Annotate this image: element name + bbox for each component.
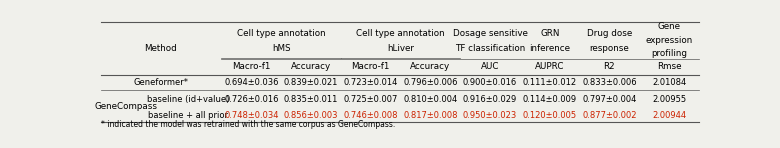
Text: 0.916±0.029: 0.916±0.029 <box>463 95 517 104</box>
Text: Accuracy: Accuracy <box>410 62 450 71</box>
Text: 0.810±0.004: 0.810±0.004 <box>403 95 458 104</box>
Text: 0.797±0.004: 0.797±0.004 <box>582 95 636 104</box>
Text: Geneformer*: Geneformer* <box>133 78 189 87</box>
Text: 0.114±0.009: 0.114±0.009 <box>523 95 576 104</box>
Text: 0.877±0.002: 0.877±0.002 <box>582 111 636 120</box>
Text: Cell type annotation: Cell type annotation <box>237 29 325 38</box>
Text: Macro-f1: Macro-f1 <box>352 62 390 71</box>
Text: inference: inference <box>530 44 570 53</box>
Text: Rmse: Rmse <box>657 62 682 71</box>
Text: 0.900±0.016: 0.900±0.016 <box>463 78 517 87</box>
Text: response: response <box>590 44 629 53</box>
Text: Cell type annotation: Cell type annotation <box>356 29 445 38</box>
Text: 0.839±0.021: 0.839±0.021 <box>284 78 339 87</box>
Text: Accuracy: Accuracy <box>291 62 331 71</box>
Text: 0.726±0.016: 0.726±0.016 <box>224 95 278 104</box>
Text: 2.00955: 2.00955 <box>652 95 686 104</box>
Text: profiling: profiling <box>651 49 687 58</box>
Text: 2.01084: 2.01084 <box>652 78 686 87</box>
Text: Drug dose: Drug dose <box>587 29 632 38</box>
Text: 0.833±0.006: 0.833±0.006 <box>582 78 636 87</box>
Text: AUC: AUC <box>480 62 499 71</box>
Text: baseline (id+value): baseline (id+value) <box>147 95 229 104</box>
Text: baseline + all prior: baseline + all prior <box>148 111 229 120</box>
Text: 0.723±0.014: 0.723±0.014 <box>343 78 398 87</box>
Text: hMS: hMS <box>271 44 290 53</box>
Text: GeneCompass: GeneCompass <box>94 102 158 111</box>
Text: * indicated the model was retrained with the same corpus as GeneCompass.: * indicated the model was retrained with… <box>101 120 395 130</box>
Text: Dosage sensitive: Dosage sensitive <box>452 29 527 38</box>
Text: Method: Method <box>144 44 177 53</box>
Text: Gene: Gene <box>658 22 681 31</box>
Text: 0.748±0.034: 0.748±0.034 <box>224 111 278 120</box>
Text: 0.120±0.005: 0.120±0.005 <box>523 111 576 120</box>
Text: 0.835±0.011: 0.835±0.011 <box>284 95 339 104</box>
Text: hLiver: hLiver <box>387 44 414 53</box>
Text: TF classification: TF classification <box>455 44 525 53</box>
Text: 0.725±0.007: 0.725±0.007 <box>343 95 398 104</box>
Text: 0.817±0.008: 0.817±0.008 <box>403 111 458 120</box>
Text: 0.746±0.008: 0.746±0.008 <box>343 111 398 120</box>
Text: R2: R2 <box>604 62 615 71</box>
Text: 0.694±0.036: 0.694±0.036 <box>224 78 278 87</box>
Text: 0.950±0.023: 0.950±0.023 <box>463 111 517 120</box>
Text: GRN: GRN <box>540 29 559 38</box>
Text: Macro-f1: Macro-f1 <box>232 62 271 71</box>
Text: 0.856±0.003: 0.856±0.003 <box>284 111 339 120</box>
Text: 0.796±0.006: 0.796±0.006 <box>403 78 458 87</box>
Text: 0.111±0.012: 0.111±0.012 <box>523 78 576 87</box>
Text: 2.00944: 2.00944 <box>652 111 686 120</box>
Text: expression: expression <box>646 36 693 45</box>
Text: AUPRC: AUPRC <box>535 62 565 71</box>
